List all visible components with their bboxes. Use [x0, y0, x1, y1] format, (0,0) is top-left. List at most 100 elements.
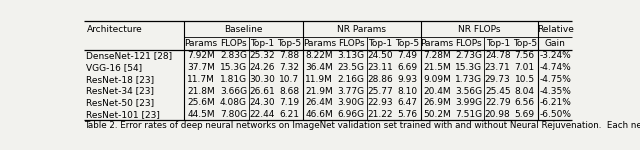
Text: Top-1: Top-1 [250, 39, 275, 48]
Text: 11.7M: 11.7M [187, 75, 215, 84]
Text: -6.21%: -6.21% [540, 98, 571, 107]
Text: 29.73: 29.73 [485, 75, 511, 84]
Text: ResNet-18 [23]: ResNet-18 [23] [86, 75, 155, 84]
Text: Architecture: Architecture [86, 25, 142, 34]
Text: 3.77G: 3.77G [337, 87, 365, 96]
Text: Relative: Relative [537, 25, 573, 34]
Text: 22.44: 22.44 [250, 110, 275, 119]
Text: 36.4M: 36.4M [305, 63, 333, 72]
Text: 3.90G: 3.90G [337, 98, 365, 107]
Text: 7.19: 7.19 [280, 98, 300, 107]
Text: 6.69: 6.69 [397, 63, 417, 72]
Text: 30.30: 30.30 [250, 75, 275, 84]
Text: 1.73G: 1.73G [455, 75, 483, 84]
Text: 7.92M: 7.92M [187, 51, 215, 60]
Text: -3.24%: -3.24% [540, 51, 571, 60]
Text: 26.4M: 26.4M [305, 98, 333, 107]
Text: 9.93: 9.93 [397, 75, 417, 84]
Text: ResNet-101 [23]: ResNet-101 [23] [86, 110, 161, 119]
Text: 20.4M: 20.4M [423, 87, 451, 96]
Text: 1.81G: 1.81G [220, 75, 247, 84]
Text: 5.76: 5.76 [397, 110, 417, 119]
Text: Top-1: Top-1 [368, 39, 392, 48]
Text: 25.45: 25.45 [485, 87, 511, 96]
Text: FLOPs: FLOPs [338, 39, 364, 48]
Text: 6.21: 6.21 [280, 110, 300, 119]
Text: DenseNet-121 [28]: DenseNet-121 [28] [86, 51, 173, 60]
Text: 15.3G: 15.3G [455, 63, 483, 72]
Text: Top-5: Top-5 [513, 39, 537, 48]
Text: 3.56G: 3.56G [455, 87, 483, 96]
Text: 5.69: 5.69 [515, 110, 535, 119]
Text: 23.71: 23.71 [485, 63, 511, 72]
Text: Table 2. Error rates of deep neural networks on ImageNet validation set trained : Table 2. Error rates of deep neural netw… [84, 121, 640, 130]
Text: Gain: Gain [545, 39, 566, 48]
Text: 2.73G: 2.73G [455, 51, 482, 60]
Text: 24.30: 24.30 [250, 98, 275, 107]
Text: 15.3G: 15.3G [220, 63, 247, 72]
Text: Top-5: Top-5 [277, 39, 301, 48]
Text: ResNet-34 [23]: ResNet-34 [23] [86, 87, 154, 96]
Text: Params: Params [184, 39, 218, 48]
Text: 8.10: 8.10 [397, 87, 417, 96]
Text: 21.9M: 21.9M [305, 87, 333, 96]
Text: Params: Params [420, 39, 454, 48]
Text: 21.8M: 21.8M [187, 87, 215, 96]
Text: 44.5M: 44.5M [188, 110, 215, 119]
Text: 7.01: 7.01 [515, 63, 535, 72]
Text: 4.08G: 4.08G [220, 98, 247, 107]
Text: 9.09M: 9.09M [423, 75, 451, 84]
Text: 6.47: 6.47 [397, 98, 417, 107]
Text: FLOPs: FLOPs [456, 39, 482, 48]
Text: 2.83G: 2.83G [220, 51, 247, 60]
Text: 23.11: 23.11 [367, 63, 393, 72]
Text: 3.13G: 3.13G [337, 51, 365, 60]
Text: 7.49: 7.49 [397, 51, 417, 60]
Text: 25.32: 25.32 [250, 51, 275, 60]
Text: Top-5: Top-5 [395, 39, 419, 48]
Text: 46.6M: 46.6M [305, 110, 333, 119]
Text: 26.61: 26.61 [250, 87, 275, 96]
Text: -4.35%: -4.35% [540, 87, 571, 96]
Text: Baseline: Baseline [224, 25, 263, 34]
Text: 7.80G: 7.80G [220, 110, 247, 119]
Text: VGG-16 [54]: VGG-16 [54] [86, 63, 143, 72]
Text: 10.5: 10.5 [515, 75, 535, 84]
Text: 7.51G: 7.51G [455, 110, 483, 119]
Text: 8.04: 8.04 [515, 87, 535, 96]
Text: 10.7: 10.7 [280, 75, 300, 84]
Text: 28.86: 28.86 [367, 75, 393, 84]
Text: 21.5M: 21.5M [423, 63, 451, 72]
Text: 7.88: 7.88 [280, 51, 300, 60]
Text: 22.79: 22.79 [485, 98, 511, 107]
Text: 2.16G: 2.16G [337, 75, 365, 84]
Text: ResNet-50 [23]: ResNet-50 [23] [86, 98, 155, 107]
Text: 21.22: 21.22 [367, 110, 393, 119]
Text: 22.93: 22.93 [367, 98, 393, 107]
Text: 26.9M: 26.9M [423, 98, 451, 107]
Text: Params: Params [303, 39, 336, 48]
Text: 25.77: 25.77 [367, 87, 393, 96]
Text: -6.50%: -6.50% [539, 110, 571, 119]
Text: 6.56: 6.56 [515, 98, 535, 107]
Text: 6.96G: 6.96G [337, 110, 365, 119]
Text: 8.22M: 8.22M [305, 51, 333, 60]
Text: FLOPs: FLOPs [220, 39, 247, 48]
Text: 50.2M: 50.2M [423, 110, 451, 119]
Text: 8.68: 8.68 [280, 87, 300, 96]
Text: 3.66G: 3.66G [220, 87, 247, 96]
Text: 24.26: 24.26 [250, 63, 275, 72]
Text: 20.98: 20.98 [485, 110, 511, 119]
Text: 23.5G: 23.5G [337, 63, 365, 72]
Text: 37.7M: 37.7M [187, 63, 215, 72]
Text: Top-1: Top-1 [486, 39, 510, 48]
Text: 25.6M: 25.6M [187, 98, 215, 107]
Text: 24.78: 24.78 [485, 51, 511, 60]
Text: NR FLOPs: NR FLOPs [458, 25, 500, 34]
Text: 11.9M: 11.9M [305, 75, 333, 84]
Text: 7.56: 7.56 [515, 51, 535, 60]
Text: -4.74%: -4.74% [540, 63, 571, 72]
Text: 7.32: 7.32 [280, 63, 300, 72]
Text: 24.50: 24.50 [367, 51, 393, 60]
Text: -4.75%: -4.75% [540, 75, 571, 84]
